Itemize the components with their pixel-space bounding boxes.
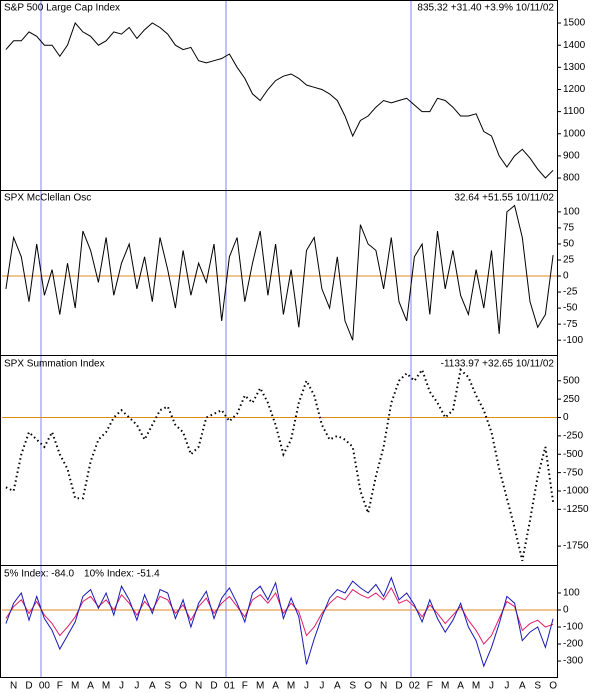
y-tick-label: 50 — [563, 239, 575, 250]
y-tick-label: 100 — [563, 588, 580, 599]
y-tick-label: -1000 — [563, 486, 589, 497]
x-tick-label: J — [304, 681, 309, 692]
y-tick-label: 900 — [563, 151, 580, 162]
x-tick-label: J — [319, 681, 324, 692]
y-tick-label: 0 — [563, 412, 569, 423]
y-tick-label: -200 — [563, 639, 583, 650]
x-tick-label: F — [427, 681, 433, 692]
y-tick-label: -100 — [563, 335, 583, 346]
panel-readout: -1133.97 +32.65 10/11/02 — [441, 359, 555, 370]
y-tick-label: -500 — [563, 449, 583, 460]
x-tick-label: F — [57, 681, 63, 692]
y-tick-label: 800 — [563, 173, 580, 184]
x-tick-label: S — [349, 681, 356, 692]
x-tick-label: M — [71, 681, 79, 692]
line — [5, 204, 554, 341]
x-tick-label: M — [441, 681, 449, 692]
x-tick-label: M — [287, 681, 295, 692]
legend-label: 10% Index: -51.4 — [84, 569, 160, 580]
y-tick-label: 25 — [563, 255, 575, 266]
y-tick-label: 1500 — [563, 18, 586, 29]
x-tick-label: O — [179, 681, 187, 692]
y-tick-label: -100 — [563, 622, 583, 633]
y-tick-label: 75 — [563, 223, 575, 234]
panel-title: SPX Summation Index — [4, 359, 105, 370]
x-tick-label: J — [119, 681, 124, 692]
x-tick-label: 01 — [224, 681, 236, 692]
x-tick-label: S — [534, 681, 541, 692]
x-tick-label: A — [457, 681, 464, 692]
x-tick-label: D — [25, 681, 32, 692]
y-tick-label: 1400 — [563, 40, 586, 51]
x-tick-label: N — [195, 681, 202, 692]
x-tick-label: J — [504, 681, 509, 692]
x-tick-label: 00 — [39, 681, 51, 692]
panel-title: S&P 500 Large Cap Index — [4, 3, 120, 14]
x-tick-label: M — [472, 681, 480, 692]
panel-frame — [0, 565, 558, 678]
y-tick-label: -300 — [563, 656, 583, 667]
y-tick-label: 250 — [563, 394, 580, 405]
y-tick-label: -75 — [563, 319, 578, 330]
x-tick-label: D — [395, 681, 402, 692]
x-tick-label: A — [149, 681, 156, 692]
x-tick-label: A — [272, 681, 279, 692]
x-tick-label: 02 — [409, 681, 421, 692]
x-tick-label: F — [242, 681, 248, 692]
y-tick-label: 0 — [563, 271, 569, 282]
line — [5, 576, 554, 668]
x-tick-label: A — [87, 681, 94, 692]
x-tick-label: O — [364, 681, 372, 692]
x-tick-label: D — [210, 681, 217, 692]
y-tick-label: 100 — [563, 207, 580, 218]
y-tick-label: -1750 — [563, 541, 589, 552]
x-tick-label: J — [134, 681, 139, 692]
x-tick-label: J — [489, 681, 494, 692]
x-tick-label: N — [380, 681, 387, 692]
x-tick-label: M — [102, 681, 110, 692]
y-tick-label: -50 — [563, 303, 578, 314]
x-tick-label: N — [10, 681, 17, 692]
y-tick-label: 1100 — [563, 106, 585, 117]
x-tick-label: O — [549, 681, 557, 692]
x-tick-label: A — [519, 681, 526, 692]
y-tick-label: 1200 — [563, 84, 586, 95]
y-tick-label: 500 — [563, 375, 580, 386]
panel-readout: 835.32 +31.40 +3.9% 10/11/02 — [417, 3, 554, 14]
x-tick-label: A — [334, 681, 341, 692]
y-tick-label: -750 — [563, 467, 583, 478]
x-tick-label: S — [164, 681, 171, 692]
line — [5, 22, 554, 179]
x-tick-label: M — [256, 681, 264, 692]
y-tick-label: 0 — [563, 605, 569, 616]
panel-readout: 32.64 +51.55 10/11/02 — [454, 193, 554, 204]
panel-title: SPX McClellan Osc — [4, 193, 91, 204]
legend-label: 5% Index: -84.0 — [4, 569, 74, 580]
y-tick-label: -1250 — [563, 504, 589, 515]
y-tick-label: 1000 — [563, 128, 586, 139]
y-tick-label: -25 — [563, 287, 578, 298]
y-tick-label: -250 — [563, 431, 583, 442]
y-tick-label: 1300 — [563, 62, 586, 73]
